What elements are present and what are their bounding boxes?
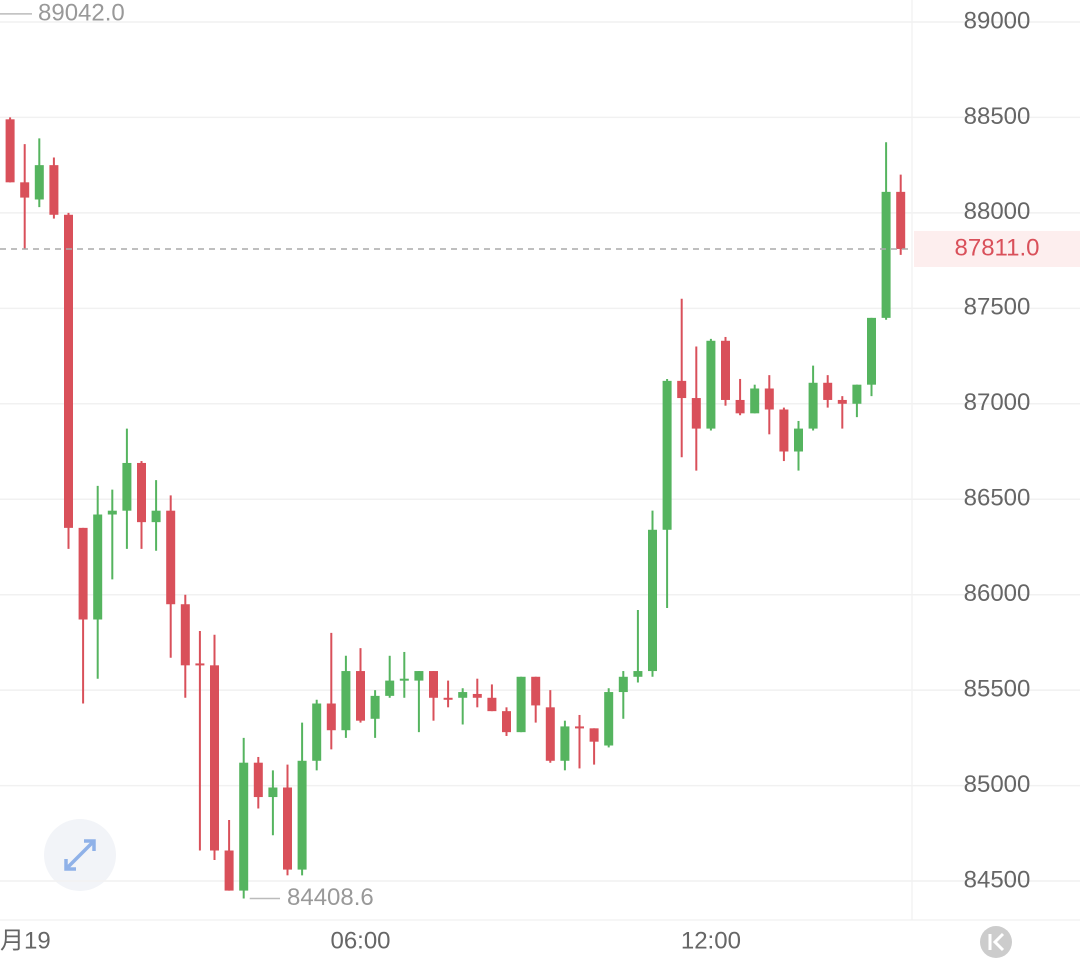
candle-body <box>137 462 146 523</box>
candle-body <box>5 119 15 183</box>
candle-body <box>239 762 249 891</box>
candle-body <box>195 663 205 666</box>
candle-body <box>706 340 716 429</box>
y-tick-label: 87000 <box>964 389 1031 416</box>
expand-button[interactable] <box>44 819 116 891</box>
candle-body <box>312 703 322 761</box>
candle-body <box>735 399 745 414</box>
candle-body <box>881 191 891 318</box>
candle-body <box>385 680 395 696</box>
candle-body <box>20 182 30 198</box>
candle-body <box>399 678 409 681</box>
candle-body <box>34 165 44 200</box>
candle-body <box>107 510 117 515</box>
candle-body <box>326 703 336 731</box>
candle-body <box>516 676 526 733</box>
candle-body <box>78 527 88 620</box>
candle-body <box>589 728 599 742</box>
candle-body <box>370 695 380 719</box>
y-tick-label: 88500 <box>964 103 1031 130</box>
candle-body <box>472 693 482 698</box>
x-tick-label: 月19 <box>0 927 51 954</box>
candle-body <box>837 399 847 404</box>
candle-body <box>633 671 643 677</box>
candle-body <box>443 697 453 700</box>
candle-body <box>180 604 190 666</box>
candle-body <box>487 697 497 712</box>
candle-body <box>779 409 789 452</box>
last-price-label: 87811.0 <box>955 234 1040 261</box>
candle-body <box>297 760 307 870</box>
candle-body <box>604 692 614 746</box>
candle-body <box>253 762 263 798</box>
candle-body <box>575 726 584 729</box>
candle-body <box>662 380 672 530</box>
candle-body <box>677 380 687 399</box>
candle-body <box>794 428 803 452</box>
y-tick-label: 89000 <box>964 7 1031 34</box>
x-tick-label: 12:00 <box>681 927 741 954</box>
y-tick-label: 88000 <box>964 198 1031 225</box>
candle-body <box>618 676 628 693</box>
candle-body <box>414 671 424 681</box>
low-marker-label: 84408.6 <box>287 884 374 911</box>
candle-body <box>691 398 701 429</box>
y-tick-label: 85500 <box>964 675 1031 702</box>
candle-body <box>458 692 468 698</box>
high-marker-label: 89042.0 <box>38 0 125 26</box>
y-tick-label: 87500 <box>964 294 1031 321</box>
y-tick-label: 86000 <box>964 580 1031 607</box>
candle-body <box>283 787 292 870</box>
candle-body <box>224 850 234 891</box>
candle-body <box>64 214 73 528</box>
candle-body <box>823 382 833 400</box>
candle-body <box>808 382 818 429</box>
candle-body <box>852 384 862 404</box>
candle-body <box>356 671 365 721</box>
scroll-latest-button[interactable] <box>980 926 1012 958</box>
candle-body <box>531 676 541 706</box>
candle-body <box>49 165 59 215</box>
candle-body <box>750 388 760 414</box>
y-tick-label: 86500 <box>964 485 1031 512</box>
candle-body <box>896 191 906 249</box>
x-tick-label: 06:00 <box>330 927 390 954</box>
candle-body <box>721 340 730 400</box>
candle-body <box>210 665 219 851</box>
y-tick-label: 85000 <box>964 771 1031 798</box>
candle-body <box>545 707 555 761</box>
candle-body <box>429 671 438 698</box>
candle-body <box>341 671 351 731</box>
candle-body <box>764 388 774 410</box>
y-tick-label: 84500 <box>964 866 1031 893</box>
candle-body <box>648 529 657 672</box>
candle-body <box>502 711 511 733</box>
candle-body <box>93 514 103 620</box>
candle-body <box>867 317 876 385</box>
candle-body <box>151 510 161 523</box>
candle-body <box>268 787 278 798</box>
candle-body <box>122 462 132 511</box>
last-price-tag <box>914 230 1080 267</box>
candle-body <box>560 726 570 761</box>
candle-body <box>166 510 176 605</box>
